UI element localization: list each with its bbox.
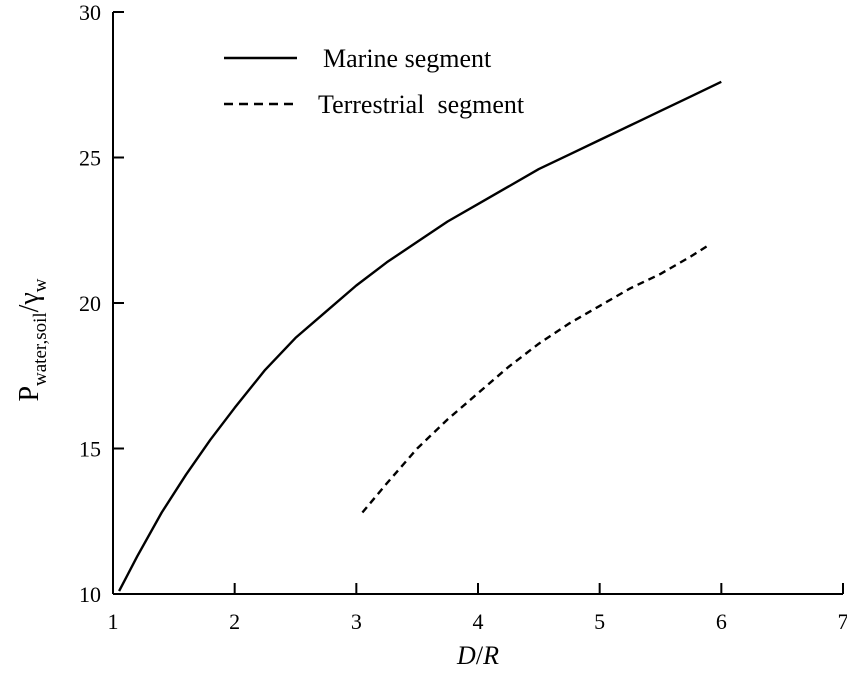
x-tick-label: 1 — [108, 609, 119, 634]
x-tick-label: 5 — [594, 609, 605, 634]
y-axis-title-sep: / — [14, 304, 45, 312]
x-tick-label: 3 — [351, 609, 362, 634]
y-tick-label: 10 — [79, 582, 101, 607]
y-ticks: 10 15 20 25 30 — [79, 0, 124, 607]
x-tick-label: 7 — [838, 609, 847, 634]
x-tick-label: 2 — [229, 609, 240, 634]
y-axis-title-gamma-sub: w — [30, 278, 51, 292]
x-axis-title-d: D — [456, 641, 476, 670]
y-axis-title-gamma: γ — [14, 292, 45, 305]
y-tick-label: 20 — [79, 291, 101, 316]
series-line-marine — [118, 80, 722, 592]
x-tick-label: 6 — [716, 609, 727, 634]
series-line-terrestrial — [361, 243, 710, 514]
legend: Marine segment Terrestrial segment — [224, 44, 525, 119]
y-tick-label: 30 — [79, 0, 101, 25]
y-axis-title-p: P — [14, 386, 45, 402]
x-axis-title-r: R — [482, 641, 499, 670]
y-tick-label: 15 — [79, 437, 101, 462]
x-axis-title: D/R — [456, 641, 499, 670]
y-axis-title: Pwater,soil/γw — [14, 278, 51, 401]
series-layer — [118, 80, 722, 592]
y-axis-title-sub: water,soil — [30, 312, 51, 386]
y-tick-label: 25 — [79, 146, 101, 171]
legend-label-terrestrial: Terrestrial segment — [318, 90, 525, 119]
legend-label-marine: Marine segment — [323, 44, 492, 73]
x-tick-label: 4 — [473, 609, 484, 634]
x-ticks: 1 2 3 4 5 6 7 — [108, 583, 847, 634]
x-axis-title-sep: / — [476, 641, 484, 670]
